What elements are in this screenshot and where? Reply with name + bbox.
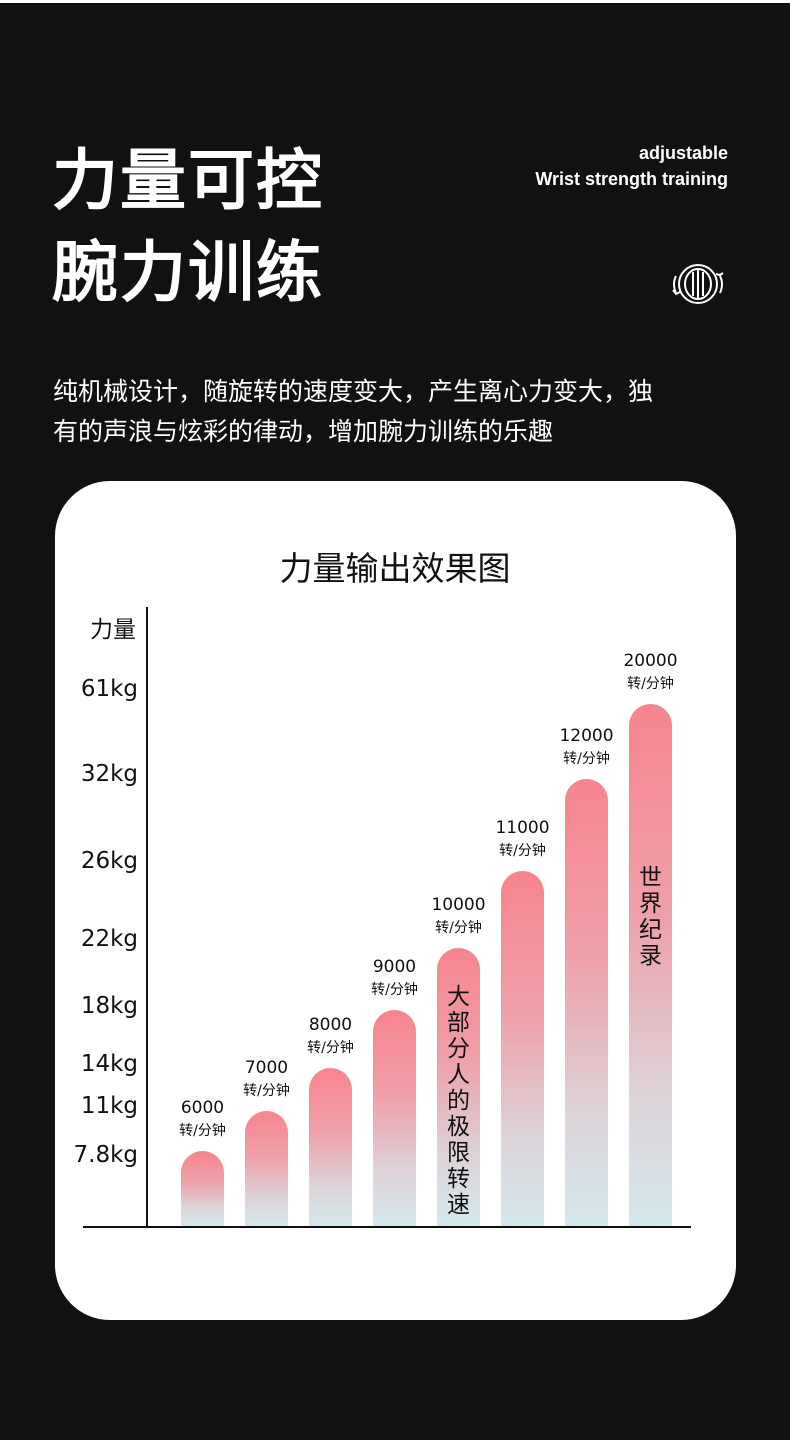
bar-label: 10000 转/分钟 xyxy=(419,895,499,937)
bar-unit: 转/分钟 xyxy=(499,843,546,859)
bar-6000 xyxy=(181,1151,224,1226)
bar-unit: 转/分钟 xyxy=(307,1040,354,1056)
bar-value: 6000 xyxy=(180,1098,225,1118)
bar-8000 xyxy=(309,1068,352,1226)
bar-value: 9000 xyxy=(372,957,417,977)
y-tick-label: 26kg xyxy=(80,848,138,874)
y-tick-label: 14kg xyxy=(80,1051,138,1077)
chart-title: 力量输出效果图 xyxy=(279,549,511,588)
bar-unit: 转/分钟 xyxy=(243,1083,290,1099)
y-tick-label: 32kg xyxy=(80,761,138,787)
english-subtitle-1: adjustable xyxy=(638,143,728,163)
bar-unit: 转/分钟 xyxy=(371,982,418,998)
top-strip xyxy=(0,0,790,3)
description-line-2: 有的声浪与炫彩的律动，增加腕力训练的乐趣 xyxy=(53,417,554,446)
product-description: 纯机械设计，随旋转的速度变大，产生离心力变大，独 有的声浪与炫彩的律动，增加腕力… xyxy=(53,372,753,452)
y-axis-line xyxy=(146,607,148,1227)
bar-value: 7000 xyxy=(244,1058,289,1078)
bar-label: 8000 转/分钟 xyxy=(291,1015,371,1057)
bar-9000 xyxy=(373,1010,416,1226)
bar-11000 xyxy=(501,871,544,1226)
english-subtitle-2: Wrist strength training xyxy=(535,169,728,189)
bar-12000 xyxy=(565,779,608,1226)
headline-line-1: 力量可控 xyxy=(52,142,324,219)
bar-7000 xyxy=(245,1111,288,1226)
x-axis-line xyxy=(83,1226,691,1228)
bar-label: 20000 转/分钟 xyxy=(611,651,691,693)
bar-label: 11000 转/分钟 xyxy=(483,818,563,860)
rotating-ball-icon xyxy=(668,258,728,310)
bar-unit: 转/分钟 xyxy=(179,1123,226,1139)
bar-10000 xyxy=(437,948,480,1226)
bar-value: 12000 xyxy=(559,726,614,746)
y-tick-label: 11kg xyxy=(80,1093,138,1119)
bar-value: 8000 xyxy=(308,1015,353,1035)
y-tick-label: 22kg xyxy=(80,926,138,952)
bar-label: 6000 转/分钟 xyxy=(163,1098,243,1140)
bar-unit: 转/分钟 xyxy=(627,676,674,692)
bar-label: 7000 转/分钟 xyxy=(227,1058,307,1100)
bar-value: 10000 xyxy=(431,895,486,915)
bar-unit: 转/分钟 xyxy=(435,920,482,936)
bar-20000 xyxy=(629,704,672,1226)
annotation-limit-speed: 大部分人的极限转速 xyxy=(447,984,470,1218)
y-tick-label: 7.8kg xyxy=(73,1142,139,1168)
y-tick-label: 61kg xyxy=(80,676,138,702)
annotation-world-record: 世界纪录 xyxy=(639,865,662,969)
description-line-1: 纯机械设计，随旋转的速度变大，产生离心力变大，独 xyxy=(53,377,654,406)
bar-unit: 转/分钟 xyxy=(563,751,610,767)
bar-value: 20000 xyxy=(623,651,678,671)
headline-line-2: 腕力训练 xyxy=(52,234,324,311)
y-axis-title: 力量 xyxy=(90,617,136,643)
bar-label: 12000 转/分钟 xyxy=(547,726,627,768)
bar-value: 11000 xyxy=(495,818,550,838)
bar-label: 9000 转/分钟 xyxy=(355,957,435,999)
y-tick-label: 18kg xyxy=(80,993,138,1019)
